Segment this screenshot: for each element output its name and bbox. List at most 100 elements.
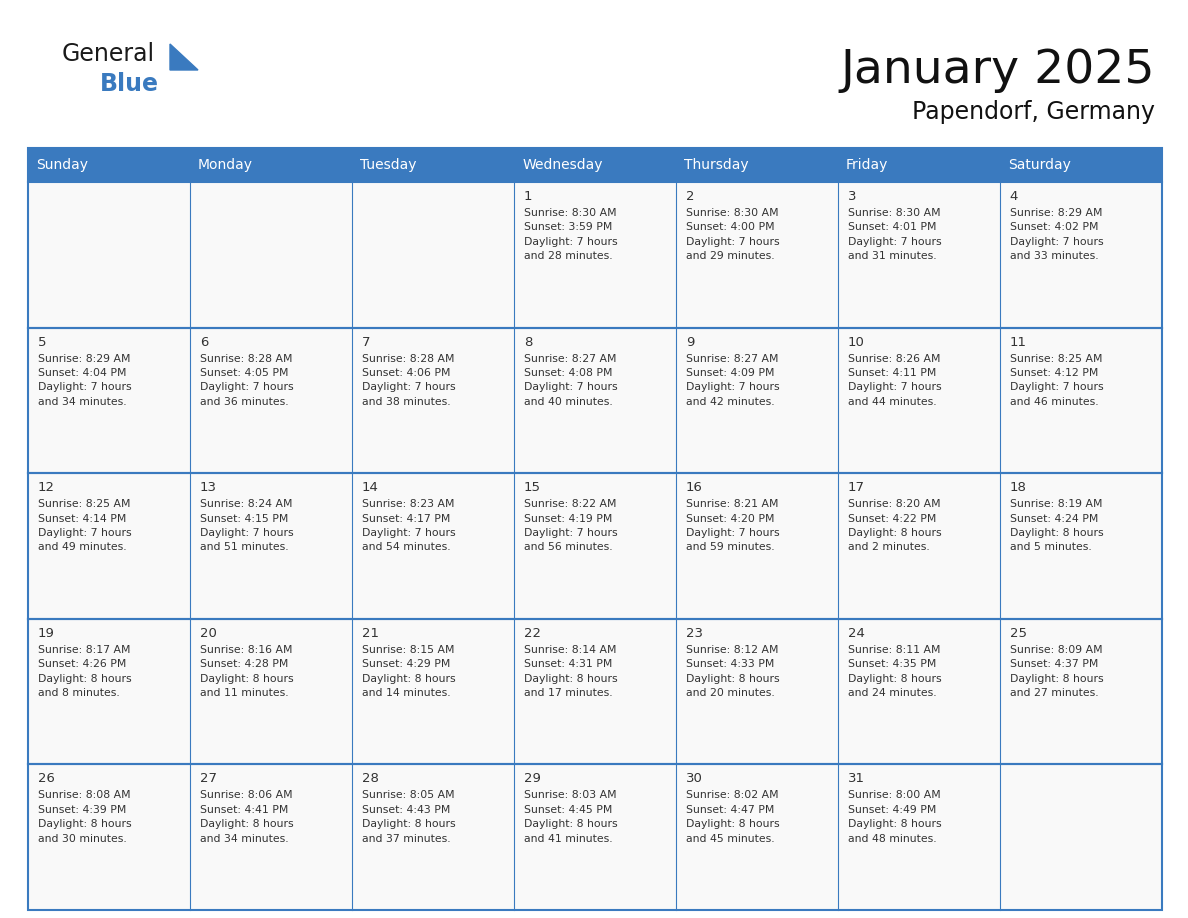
Bar (676, 765, 838, 910)
Text: Sunrise: 8:19 AM
Sunset: 4:24 PM
Daylight: 8 hours
and 5 minutes.: Sunrise: 8:19 AM Sunset: 4:24 PM Dayligh… (1010, 499, 1104, 553)
Text: 1: 1 (524, 190, 532, 203)
Bar (514, 328, 676, 473)
Text: Tuesday: Tuesday (360, 158, 417, 172)
Bar (29, 148, 1162, 910)
Bar (514, 473, 676, 619)
Text: 24: 24 (848, 627, 865, 640)
Bar (1000, 182, 1162, 328)
Bar (352, 182, 514, 328)
Text: Sunrise: 8:05 AM
Sunset: 4:43 PM
Daylight: 8 hours
and 37 minutes.: Sunrise: 8:05 AM Sunset: 4:43 PM Dayligh… (361, 790, 455, 844)
Bar (29, 328, 190, 473)
Text: Sunrise: 8:00 AM
Sunset: 4:49 PM
Daylight: 8 hours
and 48 minutes.: Sunrise: 8:00 AM Sunset: 4:49 PM Dayligh… (848, 790, 941, 844)
Text: 13: 13 (200, 481, 216, 494)
Text: Sunrise: 8:28 AM
Sunset: 4:06 PM
Daylight: 7 hours
and 38 minutes.: Sunrise: 8:28 AM Sunset: 4:06 PM Dayligh… (361, 353, 455, 407)
Bar (190, 619, 352, 765)
Text: Sunrise: 8:27 AM
Sunset: 4:08 PM
Daylight: 7 hours
and 40 minutes.: Sunrise: 8:27 AM Sunset: 4:08 PM Dayligh… (524, 353, 618, 407)
Text: Sunrise: 8:03 AM
Sunset: 4:45 PM
Daylight: 8 hours
and 41 minutes.: Sunrise: 8:03 AM Sunset: 4:45 PM Dayligh… (524, 790, 618, 844)
Text: Sunrise: 8:23 AM
Sunset: 4:17 PM
Daylight: 7 hours
and 54 minutes.: Sunrise: 8:23 AM Sunset: 4:17 PM Dayligh… (361, 499, 455, 553)
Text: 21: 21 (361, 627, 379, 640)
Bar (29, 765, 190, 910)
Text: Sunrise: 8:25 AM
Sunset: 4:12 PM
Daylight: 7 hours
and 46 minutes.: Sunrise: 8:25 AM Sunset: 4:12 PM Dayligh… (1010, 353, 1104, 407)
Text: Blue: Blue (100, 72, 159, 96)
Bar (838, 328, 1000, 473)
Text: 4: 4 (1010, 190, 1018, 203)
Text: Sunday: Sunday (36, 158, 88, 172)
Text: 23: 23 (685, 627, 703, 640)
Bar (29, 473, 190, 619)
Bar (352, 765, 514, 910)
Text: Thursday: Thursday (684, 158, 748, 172)
Text: Sunrise: 8:21 AM
Sunset: 4:20 PM
Daylight: 7 hours
and 59 minutes.: Sunrise: 8:21 AM Sunset: 4:20 PM Dayligh… (685, 499, 779, 553)
Text: Papendorf, Germany: Papendorf, Germany (912, 100, 1155, 124)
Text: 8: 8 (524, 336, 532, 349)
Text: Sunrise: 8:26 AM
Sunset: 4:11 PM
Daylight: 7 hours
and 44 minutes.: Sunrise: 8:26 AM Sunset: 4:11 PM Dayligh… (848, 353, 941, 407)
Bar (29, 182, 190, 328)
Text: 10: 10 (848, 336, 865, 349)
Polygon shape (170, 44, 198, 70)
Bar (514, 182, 676, 328)
Text: 29: 29 (524, 772, 541, 786)
Text: 6: 6 (200, 336, 208, 349)
Bar (838, 619, 1000, 765)
Text: 16: 16 (685, 481, 702, 494)
Bar (1000, 619, 1162, 765)
Text: Sunrise: 8:12 AM
Sunset: 4:33 PM
Daylight: 8 hours
and 20 minutes.: Sunrise: 8:12 AM Sunset: 4:33 PM Dayligh… (685, 644, 779, 698)
Text: Sunrise: 8:08 AM
Sunset: 4:39 PM
Daylight: 8 hours
and 30 minutes.: Sunrise: 8:08 AM Sunset: 4:39 PM Dayligh… (38, 790, 132, 844)
Text: Sunrise: 8:17 AM
Sunset: 4:26 PM
Daylight: 8 hours
and 8 minutes.: Sunrise: 8:17 AM Sunset: 4:26 PM Dayligh… (38, 644, 132, 698)
Text: 11: 11 (1010, 336, 1026, 349)
Text: Friday: Friday (846, 158, 889, 172)
Bar (514, 765, 676, 910)
Text: 3: 3 (848, 190, 857, 203)
Text: General: General (62, 42, 156, 66)
Text: Sunrise: 8:29 AM
Sunset: 4:04 PM
Daylight: 7 hours
and 34 minutes.: Sunrise: 8:29 AM Sunset: 4:04 PM Dayligh… (38, 353, 132, 407)
Text: 9: 9 (685, 336, 694, 349)
Text: 18: 18 (1010, 481, 1026, 494)
Text: Sunrise: 8:09 AM
Sunset: 4:37 PM
Daylight: 8 hours
and 27 minutes.: Sunrise: 8:09 AM Sunset: 4:37 PM Dayligh… (1010, 644, 1104, 698)
Text: Sunrise: 8:24 AM
Sunset: 4:15 PM
Daylight: 7 hours
and 51 minutes.: Sunrise: 8:24 AM Sunset: 4:15 PM Dayligh… (200, 499, 293, 553)
Bar (838, 765, 1000, 910)
Text: Monday: Monday (198, 158, 253, 172)
Text: 5: 5 (38, 336, 46, 349)
Text: Sunrise: 8:22 AM
Sunset: 4:19 PM
Daylight: 7 hours
and 56 minutes.: Sunrise: 8:22 AM Sunset: 4:19 PM Dayligh… (524, 499, 618, 553)
Text: Wednesday: Wednesday (522, 158, 602, 172)
Bar (514, 619, 676, 765)
Text: 25: 25 (1010, 627, 1026, 640)
Bar (29, 619, 190, 765)
Bar (676, 619, 838, 765)
Text: Sunrise: 8:28 AM
Sunset: 4:05 PM
Daylight: 7 hours
and 36 minutes.: Sunrise: 8:28 AM Sunset: 4:05 PM Dayligh… (200, 353, 293, 407)
Text: January 2025: January 2025 (840, 48, 1155, 93)
Bar (190, 473, 352, 619)
Bar (352, 619, 514, 765)
Text: Sunrise: 8:27 AM
Sunset: 4:09 PM
Daylight: 7 hours
and 42 minutes.: Sunrise: 8:27 AM Sunset: 4:09 PM Dayligh… (685, 353, 779, 407)
Bar (29, 148, 1162, 182)
Bar (1000, 473, 1162, 619)
Bar (190, 328, 352, 473)
Text: 14: 14 (361, 481, 379, 494)
Bar (190, 182, 352, 328)
Text: 28: 28 (361, 772, 379, 786)
Bar (190, 765, 352, 910)
Text: 2: 2 (685, 190, 694, 203)
Text: 27: 27 (200, 772, 216, 786)
Text: Sunrise: 8:15 AM
Sunset: 4:29 PM
Daylight: 8 hours
and 14 minutes.: Sunrise: 8:15 AM Sunset: 4:29 PM Dayligh… (361, 644, 455, 698)
Text: Sunrise: 8:14 AM
Sunset: 4:31 PM
Daylight: 8 hours
and 17 minutes.: Sunrise: 8:14 AM Sunset: 4:31 PM Dayligh… (524, 644, 618, 698)
Text: 20: 20 (200, 627, 216, 640)
Text: 7: 7 (361, 336, 371, 349)
Text: Sunrise: 8:25 AM
Sunset: 4:14 PM
Daylight: 7 hours
and 49 minutes.: Sunrise: 8:25 AM Sunset: 4:14 PM Dayligh… (38, 499, 132, 553)
Text: Sunrise: 8:30 AM
Sunset: 4:01 PM
Daylight: 7 hours
and 31 minutes.: Sunrise: 8:30 AM Sunset: 4:01 PM Dayligh… (848, 208, 941, 262)
Text: 22: 22 (524, 627, 541, 640)
Bar (352, 328, 514, 473)
Bar (676, 328, 838, 473)
Text: Sunrise: 8:06 AM
Sunset: 4:41 PM
Daylight: 8 hours
and 34 minutes.: Sunrise: 8:06 AM Sunset: 4:41 PM Dayligh… (200, 790, 293, 844)
Bar (1000, 328, 1162, 473)
Bar (1000, 765, 1162, 910)
Text: Sunrise: 8:30 AM
Sunset: 4:00 PM
Daylight: 7 hours
and 29 minutes.: Sunrise: 8:30 AM Sunset: 4:00 PM Dayligh… (685, 208, 779, 262)
Text: 15: 15 (524, 481, 541, 494)
Text: Sunrise: 8:16 AM
Sunset: 4:28 PM
Daylight: 8 hours
and 11 minutes.: Sunrise: 8:16 AM Sunset: 4:28 PM Dayligh… (200, 644, 293, 698)
Text: Sunrise: 8:20 AM
Sunset: 4:22 PM
Daylight: 8 hours
and 2 minutes.: Sunrise: 8:20 AM Sunset: 4:22 PM Dayligh… (848, 499, 941, 553)
Text: Sunrise: 8:11 AM
Sunset: 4:35 PM
Daylight: 8 hours
and 24 minutes.: Sunrise: 8:11 AM Sunset: 4:35 PM Dayligh… (848, 644, 941, 698)
Text: 12: 12 (38, 481, 55, 494)
Bar (352, 473, 514, 619)
Bar (676, 182, 838, 328)
Text: Sunrise: 8:30 AM
Sunset: 3:59 PM
Daylight: 7 hours
and 28 minutes.: Sunrise: 8:30 AM Sunset: 3:59 PM Dayligh… (524, 208, 618, 262)
